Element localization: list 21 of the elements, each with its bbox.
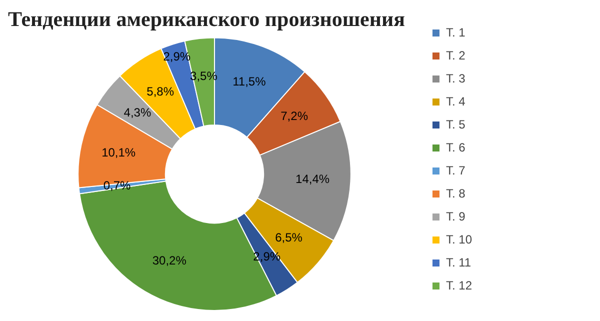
legend-label: Т. 1 [446,25,466,40]
legend-label: Т. 12 [446,278,472,292]
data-label: 30,2% [152,254,187,268]
legend-label: Т. 9 [446,209,466,224]
legend-label: Т. 6 [446,140,466,154]
legend-label: Т. 2 [446,48,466,62]
legend-label: Т. 11 [446,255,472,270]
data-label: 7,2% [280,109,308,124]
chart-title: Тенденции американского произношения [8,7,405,32]
data-label: 11,5% [232,74,266,89]
legend-label: Т. 7 [446,163,466,178]
data-label: 5,8% [146,84,174,98]
legend-label: Т. 5 [446,117,466,132]
legend-label: Т. 10 [446,232,472,246]
data-label: 6,5% [275,230,303,245]
data-label: 10,1% [102,145,136,160]
data-label: 4,3% [124,105,152,120]
legend-label: Т. 8 [446,186,466,200]
data-label: 14,4% [296,172,330,186]
legend-label: Т. 4 [446,94,466,108]
legend-label: Т. 3 [446,71,466,86]
